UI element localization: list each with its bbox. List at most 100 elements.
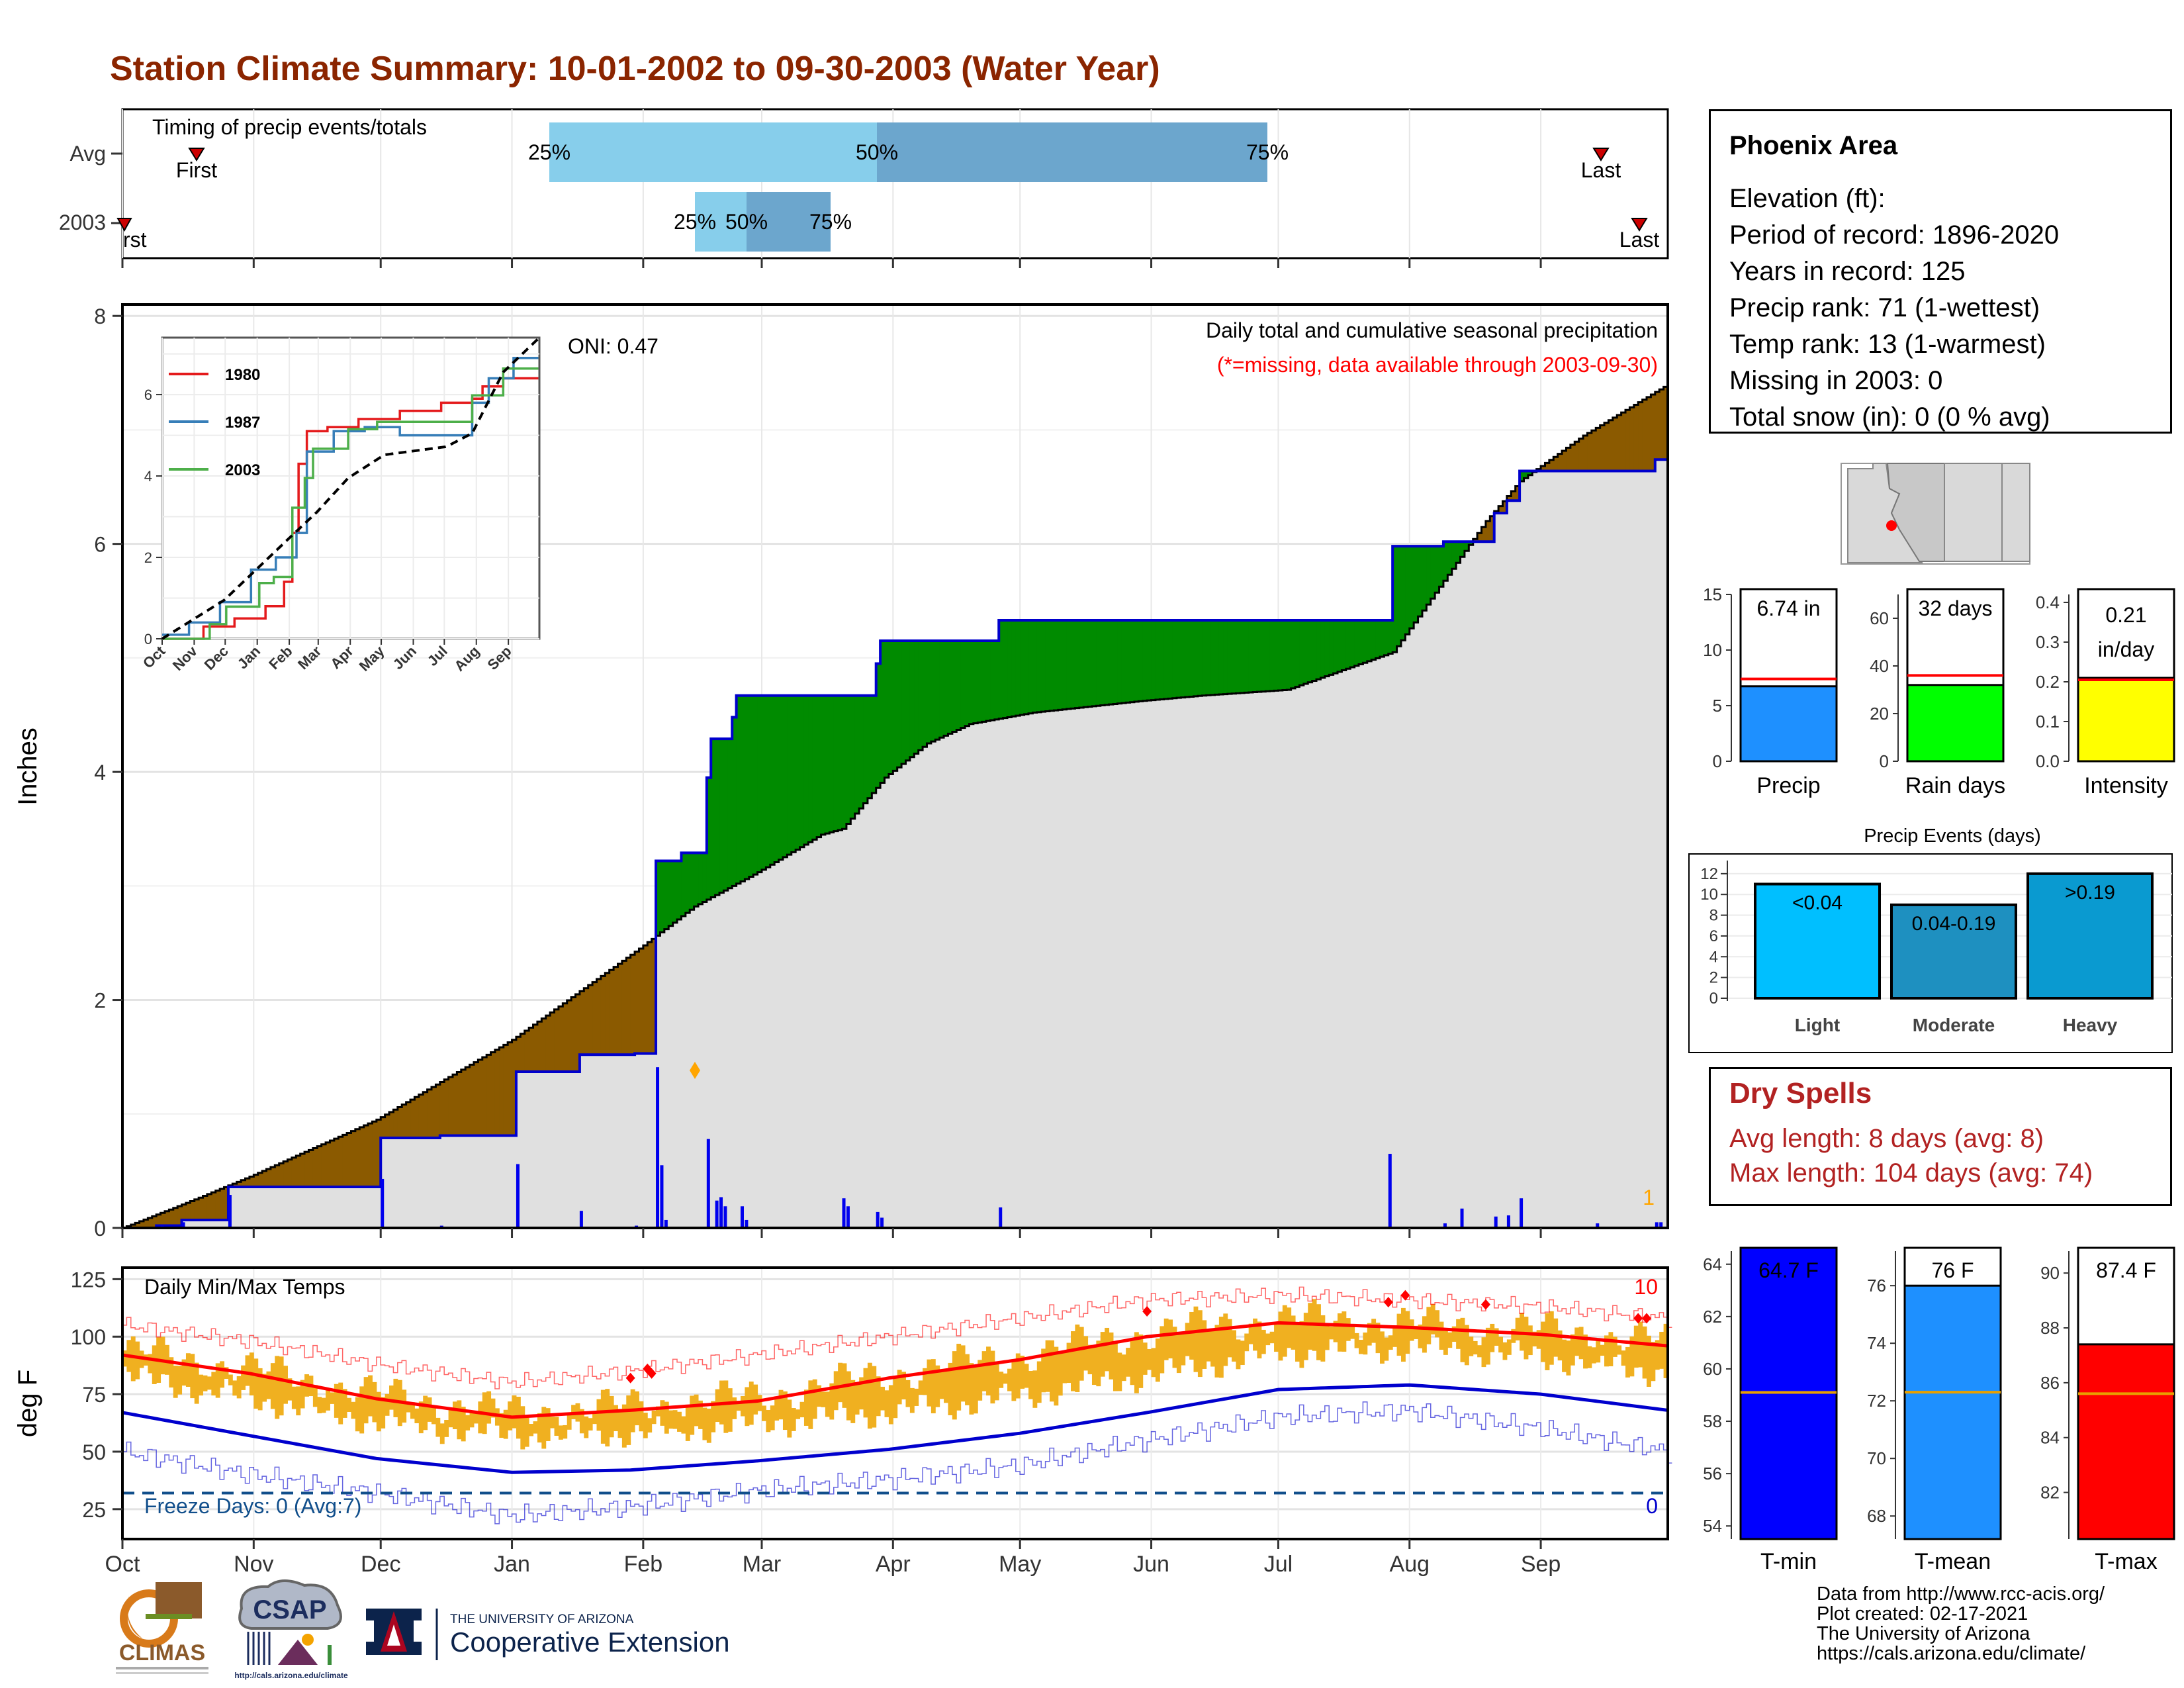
precip-gauge-tick-label: 5	[1713, 696, 1722, 716]
daily-precip-bar	[181, 1222, 185, 1228]
below-normal-area	[579, 991, 584, 1055]
daily-temp-bar	[1375, 1323, 1381, 1354]
daily-temp-bar	[791, 1407, 796, 1431]
below-normal-area	[414, 1097, 420, 1138]
below-normal-area	[588, 985, 593, 1055]
above-normal-area	[745, 695, 750, 879]
daily-temp-bar	[1541, 1321, 1545, 1362]
daily-temp-bar	[935, 1365, 940, 1407]
below-normal-area	[1557, 453, 1563, 471]
above-normal-area	[952, 641, 957, 732]
temp-rank: Temp rank: 13 (1-warmest)	[1729, 330, 2046, 359]
above-normal-area	[660, 861, 665, 933]
daily-temp-bar	[330, 1392, 335, 1404]
daily-temp-bar	[1079, 1327, 1084, 1381]
above-normal-area	[1172, 620, 1177, 698]
above-normal-area	[1316, 620, 1322, 680]
daily-temp-bar	[609, 1395, 614, 1438]
below-normal-area	[635, 951, 640, 1054]
above-normal-area	[1388, 620, 1393, 654]
timing-panel: Timing of precip events/totals Avg 2003 …	[59, 108, 1669, 259]
daily-temp-bar	[905, 1380, 911, 1407]
avg-q50-label: 50%	[856, 140, 898, 164]
below-normal-area	[326, 1142, 331, 1187]
above-normal-area	[1070, 620, 1075, 709]
avg-last-label: Last	[1581, 158, 1621, 182]
daily-temp-bar	[592, 1411, 597, 1425]
daily-temp-bar	[1130, 1338, 1135, 1385]
temp-ytick-label: 100	[71, 1325, 106, 1349]
above-normal-area	[1291, 620, 1296, 688]
below-normal-area	[621, 961, 627, 1055]
daily-temp-bar	[414, 1408, 420, 1424]
below-normal-area	[1663, 387, 1668, 460]
above-normal-area	[838, 695, 843, 830]
above-normal-area	[944, 641, 949, 736]
above-normal-area	[1054, 620, 1059, 711]
daily-temp-bar	[1621, 1350, 1626, 1366]
above-normal-area	[1015, 620, 1021, 716]
daily-temp-bar	[359, 1386, 365, 1434]
daily-temp-bar	[732, 1397, 737, 1419]
above-normal-area	[681, 853, 686, 917]
below-normal-area	[537, 1021, 542, 1072]
below-normal-area	[194, 1199, 199, 1220]
daily-temp-bar	[1536, 1330, 1541, 1349]
below-normal-area	[418, 1094, 424, 1138]
above-normal-area	[872, 695, 877, 793]
station-info-box: Phoenix Area Elevation (ft): Period of r…	[1709, 109, 2172, 434]
daily-temp-bar	[605, 1389, 610, 1447]
below-normal-area	[381, 1117, 386, 1138]
above-normal-area	[1109, 620, 1114, 705]
daily-temp-bar	[956, 1343, 962, 1411]
below-normal-area	[1485, 521, 1490, 542]
daily-temp-bar	[817, 1385, 822, 1407]
above-normal-area	[1350, 620, 1355, 668]
daily-temp-bar	[643, 1413, 648, 1438]
daily-temp-bar	[1202, 1320, 1207, 1369]
below-normal-area	[1578, 438, 1584, 471]
tmax-gauge-fill	[2077, 1343, 2175, 1540]
above-normal-area	[965, 641, 970, 726]
above-normal-area	[719, 739, 725, 893]
daily-temp-bar	[1506, 1339, 1512, 1355]
footer-data-source: Data from http://www.rcc-acis.org/	[1817, 1583, 2105, 1605]
daily-temp-bar	[994, 1361, 999, 1401]
below-normal-area	[279, 1163, 284, 1187]
daily-precip-bar	[381, 1178, 385, 1228]
below-normal-area	[1481, 527, 1486, 542]
above-normal-area	[1003, 620, 1008, 718]
daily-temp-bar	[893, 1376, 898, 1419]
below-normal-area	[300, 1154, 305, 1187]
daily-temp-bar	[1121, 1354, 1126, 1382]
above-normal-area	[1036, 620, 1042, 712]
daily-temp-bar	[1651, 1342, 1656, 1382]
inset-ytick-label: 2	[144, 549, 152, 566]
raindays-gauge-tick-label: 60	[1870, 608, 1889, 628]
oni-label: ONI: 0.47	[568, 334, 659, 358]
above-normal-area	[1202, 620, 1207, 696]
daily-temp-bar	[1583, 1335, 1588, 1369]
daily-temp-bar	[1185, 1323, 1190, 1356]
below-normal-area	[643, 945, 648, 1054]
temp-ytick-label: 25	[82, 1498, 106, 1522]
daily-temp-bar	[541, 1407, 547, 1449]
daily-temp-bar	[1045, 1340, 1050, 1392]
daily-temp-bar	[884, 1390, 889, 1417]
daily-temp-bar	[203, 1375, 208, 1391]
above-normal-area	[948, 641, 953, 734]
below-normal-area	[317, 1146, 322, 1187]
daily-temp-bar	[423, 1395, 428, 1430]
corner-count: 1	[1643, 1186, 1655, 1209]
above-normal-area	[1236, 620, 1241, 694]
above-normal-area	[909, 641, 915, 757]
above-normal-area	[1020, 620, 1025, 715]
daily-temp-bar	[727, 1388, 733, 1432]
below-normal-area	[457, 1072, 462, 1136]
above-normal-area	[1333, 620, 1338, 674]
daily-temp-bar	[1168, 1319, 1173, 1359]
daily-temp-bar	[1617, 1345, 1622, 1355]
daily-temp-bar	[1062, 1352, 1068, 1383]
events-bar-value: <0.04	[1792, 892, 1843, 914]
daily-temp-bar	[986, 1346, 991, 1396]
